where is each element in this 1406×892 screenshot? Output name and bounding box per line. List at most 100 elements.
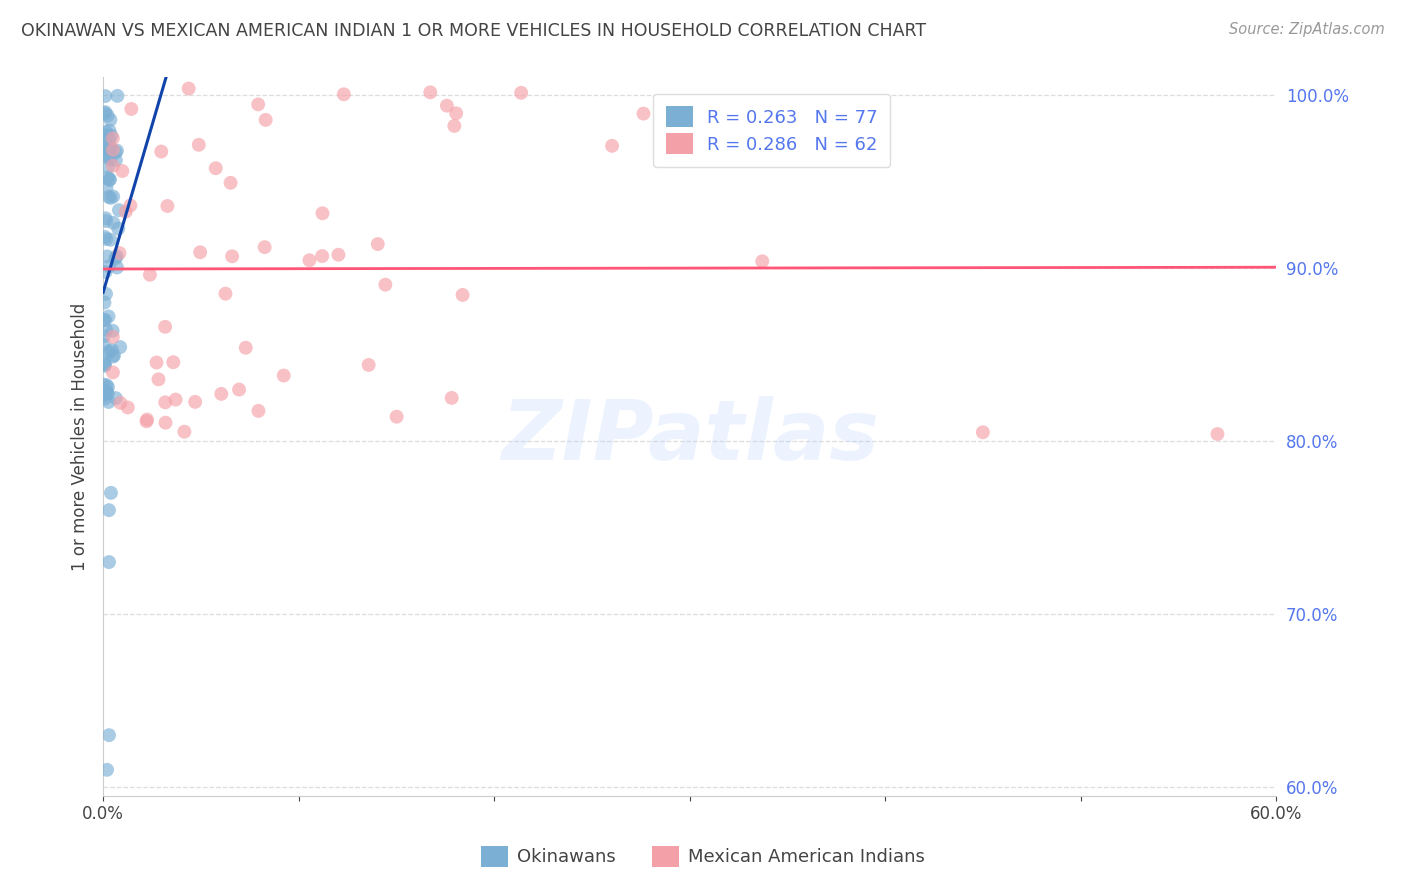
Point xyxy=(98,173,121,187)
Point xyxy=(98,728,121,742)
Y-axis label: 1 or more Vehicles in Household: 1 or more Vehicles in Household xyxy=(72,302,89,571)
Point xyxy=(436,98,458,112)
Point xyxy=(120,198,142,212)
Point xyxy=(751,254,773,268)
Point xyxy=(111,164,134,178)
Point xyxy=(177,81,200,95)
Point xyxy=(107,221,129,235)
Point xyxy=(101,159,124,173)
Point xyxy=(328,248,350,262)
Point xyxy=(110,396,132,410)
Point xyxy=(94,89,117,103)
Point xyxy=(153,319,176,334)
Point xyxy=(96,378,118,392)
Point xyxy=(385,409,408,424)
Point xyxy=(93,389,115,403)
Point xyxy=(298,253,321,268)
Point xyxy=(105,260,128,275)
Point xyxy=(972,425,994,440)
Point xyxy=(135,414,157,428)
Point xyxy=(93,313,115,327)
Point xyxy=(98,123,121,137)
Point xyxy=(103,216,125,230)
Point xyxy=(136,412,159,426)
Point xyxy=(96,763,118,777)
Point xyxy=(97,395,120,409)
Point xyxy=(105,88,128,103)
Point xyxy=(98,555,121,569)
Point xyxy=(94,230,117,244)
Point xyxy=(104,145,127,160)
Point xyxy=(451,288,474,302)
Point xyxy=(101,366,124,380)
Point xyxy=(110,340,132,354)
Point xyxy=(98,140,121,154)
Point xyxy=(100,191,122,205)
Point xyxy=(94,286,117,301)
Point xyxy=(93,359,115,373)
Legend: R = 0.263   N = 77, R = 0.286   N = 62: R = 0.263 N = 77, R = 0.286 N = 62 xyxy=(652,94,890,167)
Point xyxy=(108,246,131,260)
Point xyxy=(105,249,128,263)
Point xyxy=(188,245,211,260)
Text: ZIPatlas: ZIPatlas xyxy=(501,396,879,477)
Point xyxy=(97,310,120,324)
Point xyxy=(101,131,124,145)
Point xyxy=(204,161,226,176)
Point xyxy=(156,199,179,213)
Point xyxy=(440,391,463,405)
Point xyxy=(94,128,117,143)
Point xyxy=(104,391,127,405)
Point xyxy=(357,358,380,372)
Point xyxy=(367,237,389,252)
Point xyxy=(104,252,127,266)
Point xyxy=(101,350,124,364)
Point xyxy=(333,87,356,102)
Point xyxy=(98,259,121,273)
Point xyxy=(219,176,242,190)
Point xyxy=(98,133,121,147)
Point xyxy=(96,181,118,195)
Point xyxy=(221,249,243,263)
Point xyxy=(94,313,117,327)
Point xyxy=(98,143,121,157)
Point xyxy=(139,268,162,282)
Point xyxy=(101,343,124,358)
Point xyxy=(150,145,173,159)
Point xyxy=(235,341,257,355)
Point xyxy=(94,211,117,226)
Point xyxy=(155,395,177,409)
Point xyxy=(94,105,117,120)
Point xyxy=(97,386,120,401)
Legend: Okinawans, Mexican American Indians: Okinawans, Mexican American Indians xyxy=(474,838,932,874)
Point xyxy=(94,392,117,406)
Point xyxy=(155,416,177,430)
Point xyxy=(98,153,121,167)
Point xyxy=(94,265,117,279)
Point xyxy=(600,138,623,153)
Point xyxy=(94,357,117,371)
Point xyxy=(165,392,187,407)
Point xyxy=(97,190,120,204)
Point xyxy=(93,106,115,120)
Point xyxy=(97,380,120,394)
Point xyxy=(94,323,117,337)
Point xyxy=(97,170,120,185)
Point xyxy=(254,112,277,127)
Point xyxy=(96,385,118,400)
Point xyxy=(214,286,236,301)
Point xyxy=(96,146,118,161)
Point xyxy=(510,86,533,100)
Point xyxy=(96,214,118,228)
Point xyxy=(103,348,125,362)
Point xyxy=(100,486,122,500)
Point xyxy=(114,204,136,219)
Point xyxy=(108,203,131,218)
Point xyxy=(97,346,120,360)
Point xyxy=(117,401,139,415)
Point xyxy=(103,189,125,203)
Point xyxy=(94,139,117,153)
Point xyxy=(253,240,276,254)
Point xyxy=(97,109,120,123)
Point xyxy=(96,232,118,246)
